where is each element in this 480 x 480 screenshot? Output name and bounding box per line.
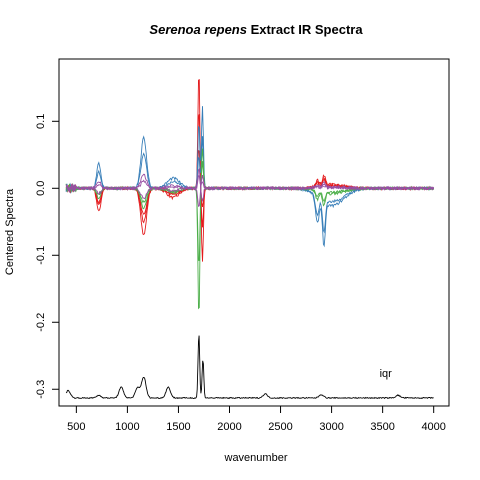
x-axis-label: wavenumber xyxy=(224,452,288,464)
x-tick-label: 4000 xyxy=(421,421,445,433)
x-tick-label: 2500 xyxy=(268,421,292,433)
series-layer xyxy=(65,78,435,310)
y-tick-label: -0.1 xyxy=(35,246,47,265)
x-tick-label: 1000 xyxy=(115,421,139,433)
chart-title-italic: Serenoa repens xyxy=(149,22,247,37)
spectrum-line xyxy=(65,78,435,262)
spectrum-line xyxy=(65,148,435,310)
y-axis-label: Centered Spectra xyxy=(4,188,16,275)
plot-frame xyxy=(58,58,450,407)
x-tick-label: 3000 xyxy=(319,421,343,433)
x-tick-label: 1500 xyxy=(166,421,190,433)
spectrum-line xyxy=(65,149,434,224)
spectrum-line xyxy=(65,106,434,248)
chart-title-rest: Extract IR Spectra xyxy=(247,22,363,37)
spectrum-line xyxy=(65,175,435,193)
y-tick-label: -0.3 xyxy=(35,380,47,399)
spectrum-line xyxy=(65,161,434,261)
y-tick-label: -0.2 xyxy=(35,313,47,332)
x-axis: 500 1000 1500 2000 2500 3000 3500 4000 xyxy=(67,406,446,433)
y-tick-label: 0.1 xyxy=(35,114,47,129)
chart-title: Serenoa repens Extract IR Spectra xyxy=(149,22,363,37)
y-tick-label: 0.0 xyxy=(35,181,47,196)
x-tick-label: 500 xyxy=(67,421,85,433)
y-axis: -0.3 -0.2 -0.1 0.0 0.1 xyxy=(35,114,59,399)
spectrum-line xyxy=(65,136,435,234)
x-tick-label: 2000 xyxy=(217,421,241,433)
x-tick-label: 3500 xyxy=(370,421,394,433)
spectrum-line xyxy=(65,114,435,228)
iqr-annotation: iqr xyxy=(380,368,393,380)
spectrum-line xyxy=(65,167,434,203)
iqr-line xyxy=(65,335,434,400)
spectrum-line xyxy=(65,175,435,208)
iqr-layer xyxy=(65,335,434,400)
